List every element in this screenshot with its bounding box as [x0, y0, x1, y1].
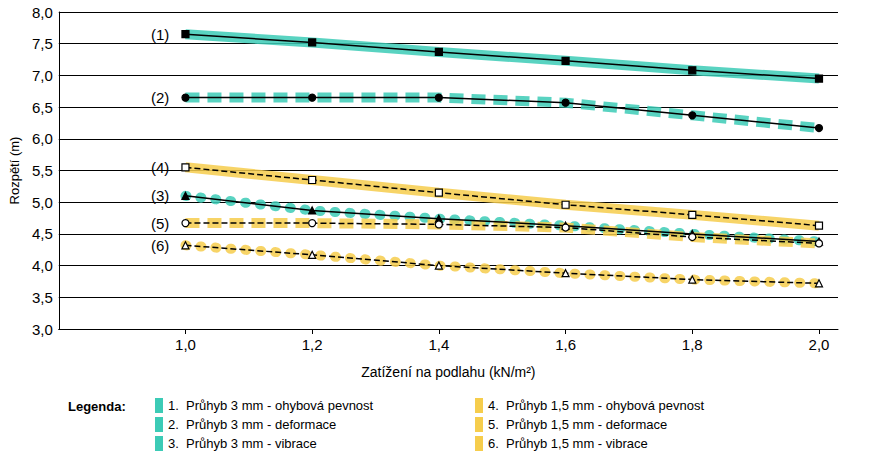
- svg-text:1,8: 1,8: [682, 336, 703, 353]
- svg-text:7,0: 7,0: [32, 67, 53, 84]
- svg-text:1,6: 1,6: [555, 336, 576, 353]
- svg-text:2,0: 2,0: [809, 336, 830, 353]
- svg-text:5,5: 5,5: [32, 162, 53, 179]
- svg-text:3,0: 3,0: [32, 321, 53, 338]
- svg-text:6,0: 6,0: [32, 130, 53, 147]
- svg-text:6,5: 6,5: [32, 99, 53, 116]
- svg-text:4,5: 4,5: [32, 225, 53, 242]
- svg-text:5. Průhyb 1,5 mm - deformace: 5. Průhyb 1,5 mm - deformace: [488, 417, 667, 432]
- svg-text:1,2: 1,2: [302, 336, 323, 353]
- svg-text:4. Průhyb 1,5 mm - ohybová pe: 4. Průhyb 1,5 mm - ohybová pevnost: [488, 398, 704, 413]
- svg-text:Legenda:: Legenda:: [68, 399, 126, 414]
- svg-text:(4): (4): [151, 159, 169, 176]
- svg-text:3,5: 3,5: [32, 289, 53, 306]
- svg-text:(5): (5): [151, 215, 169, 232]
- svg-text:(3): (3): [151, 187, 169, 204]
- svg-text:2. Průhyb 3 mm - deformace: 2. Průhyb 3 mm - deformace: [168, 417, 336, 432]
- svg-text:(1): (1): [151, 26, 169, 43]
- svg-text:7,5: 7,5: [32, 35, 53, 52]
- svg-text:6. Průhyb 1,5 mm - vibrace: 6. Průhyb 1,5 mm - vibrace: [488, 436, 648, 451]
- svg-text:3. Průhyb 3 mm - vibrace: 3. Průhyb 3 mm - vibrace: [168, 436, 317, 451]
- svg-text:8,0: 8,0: [32, 4, 53, 21]
- svg-text:(6): (6): [151, 237, 169, 254]
- svg-text:1,4: 1,4: [428, 336, 449, 353]
- svg-text:(2): (2): [151, 89, 169, 106]
- svg-text:1. Průhyb 3 mm - ohybová pevn: 1. Průhyb 3 mm - ohybová pevnost: [168, 398, 374, 413]
- svg-text:1,0: 1,0: [175, 336, 196, 353]
- svg-text:4,0: 4,0: [32, 257, 53, 274]
- svg-text:5,0: 5,0: [32, 194, 53, 211]
- svg-text:Zatížení na podlahu (kN/m²): Zatížení na podlahu (kN/m²): [361, 364, 535, 380]
- svg-text:Rozpětí (m): Rozpětí (m): [7, 137, 22, 205]
